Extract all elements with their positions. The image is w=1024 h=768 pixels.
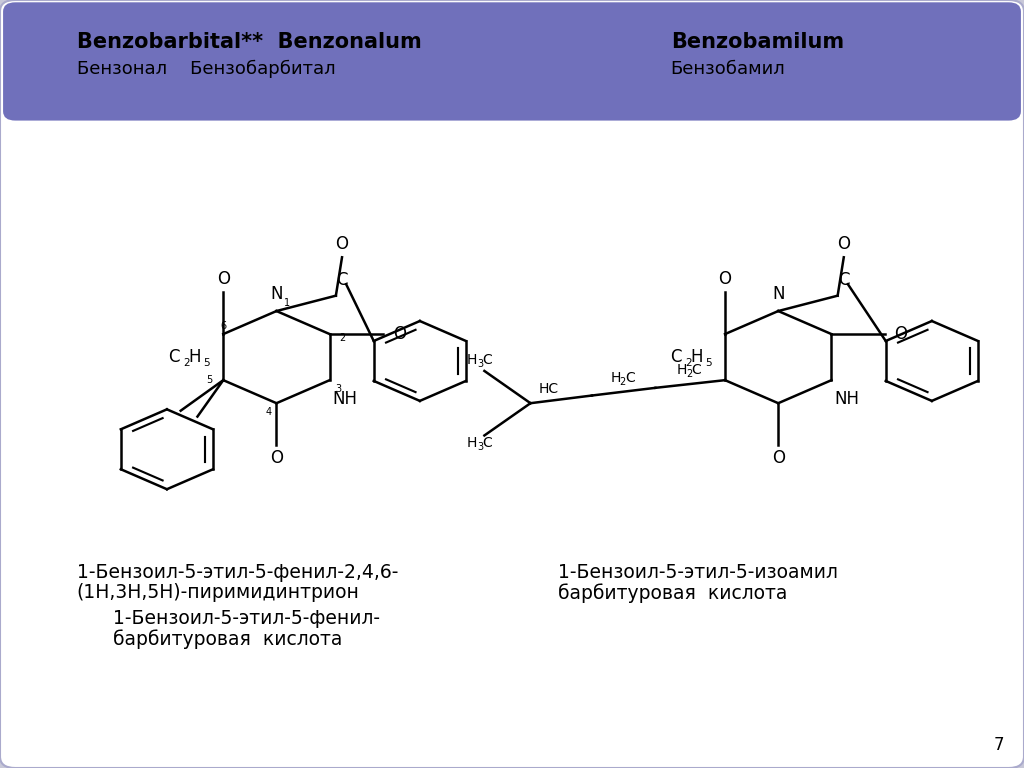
Text: O: O (270, 449, 283, 468)
Text: Benzobarbital**  Benzonalum: Benzobarbital** Benzonalum (77, 32, 422, 52)
Text: O: O (772, 449, 784, 468)
Text: N: N (270, 285, 283, 303)
Text: 2: 2 (686, 369, 692, 379)
Text: 2: 2 (339, 333, 345, 343)
Text: O: O (217, 270, 229, 288)
Text: 3: 3 (335, 384, 341, 395)
Text: O: O (336, 235, 348, 253)
Text: барбитуровая  кислота: барбитуровая кислота (558, 583, 787, 603)
Text: Бензобамил: Бензобамил (671, 60, 785, 78)
Text: H: H (610, 371, 621, 385)
Text: 5: 5 (706, 358, 712, 369)
Text: 2: 2 (620, 376, 626, 387)
Text: 7: 7 (993, 736, 1004, 754)
Text: 2: 2 (685, 358, 691, 369)
Text: C: C (168, 348, 180, 366)
Text: H: H (188, 348, 201, 366)
Text: 1-Бензоил-5-этил-5-изоамил: 1-Бензоил-5-этил-5-изоамил (558, 563, 838, 581)
Text: HC: HC (539, 382, 559, 396)
Text: 6: 6 (220, 321, 226, 332)
Text: C: C (336, 271, 348, 290)
Bar (15, 61, 1009, 111)
Text: 4: 4 (265, 407, 271, 418)
Text: H: H (677, 363, 687, 377)
Text: O: O (895, 325, 907, 343)
Text: O: O (838, 235, 850, 253)
Text: (1Н,3Н,5Н)-пиримидинтрион: (1Н,3Н,5Н)-пиримидинтрион (77, 584, 359, 602)
Text: H: H (690, 348, 702, 366)
Text: барбитуровая  кислота: барбитуровая кислота (113, 629, 342, 649)
Text: NH: NH (835, 390, 859, 409)
Text: 1-Бензоил-5-этил-5-фенил-2,4,6-: 1-Бензоил-5-этил-5-фенил-2,4,6- (77, 563, 398, 581)
Text: H: H (467, 353, 477, 367)
Text: N: N (772, 285, 784, 303)
Text: C: C (625, 371, 635, 385)
Text: H: H (467, 436, 477, 450)
Text: 3: 3 (477, 359, 483, 369)
Text: C: C (482, 436, 493, 450)
Text: 1: 1 (284, 298, 290, 309)
Text: C: C (482, 353, 493, 367)
Text: C: C (691, 363, 701, 377)
FancyBboxPatch shape (3, 2, 1021, 121)
Text: C: C (670, 348, 682, 366)
Text: Benzobamilum: Benzobamilum (671, 32, 844, 52)
Text: 5: 5 (206, 375, 212, 386)
Text: Бензонал    Бензобарбитал: Бензонал Бензобарбитал (77, 60, 336, 78)
Text: O: O (393, 325, 406, 343)
Text: 3: 3 (477, 442, 483, 452)
Text: C: C (838, 271, 850, 290)
Text: O: O (719, 270, 731, 288)
Text: 2: 2 (183, 358, 189, 369)
Text: NH: NH (333, 390, 357, 409)
Text: 1-Бензоил-5-этил-5-фенил-: 1-Бензоил-5-этил-5-фенил- (113, 609, 380, 627)
Text: 5: 5 (204, 358, 210, 369)
